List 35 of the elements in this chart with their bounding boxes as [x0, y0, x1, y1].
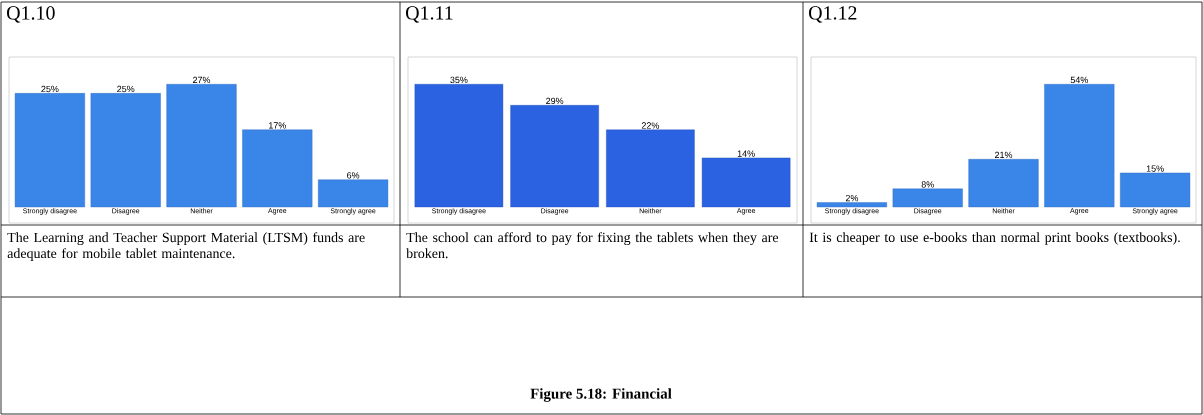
text: The Learning and Teacher Support Material (LTSM) funds are adequate for mobile tablet maintenance.: [7, 232, 365, 261]
chart-title: Q1.10: [7, 6, 55, 23]
bar: [318, 179, 389, 208]
bar: [1044, 84, 1115, 208]
data-label: 22%: [641, 122, 660, 129]
data-label: 25%: [41, 85, 59, 93]
bar: [1120, 172, 1191, 208]
chart-title: Q1.12: [809, 6, 857, 23]
data-label: 29%: [546, 97, 564, 105]
data-label: 14%: [737, 150, 755, 157]
data-label: 15%: [1146, 165, 1164, 172]
data-label: 21%: [995, 151, 1013, 159]
bar: [166, 84, 237, 208]
data-label: 35%: [450, 76, 468, 84]
caption: Figure 5.18: Financial: [530, 388, 672, 402]
bar: [701, 157, 791, 208]
data-label: 25%: [117, 85, 135, 93]
bar: [90, 93, 161, 208]
bar: [414, 84, 504, 208]
bar: [892, 188, 963, 208]
bar: [14, 93, 85, 208]
bar: [816, 202, 887, 208]
text: The school can afford to pay for fixing the tablets when they are broken.: [406, 232, 779, 259]
data-label: 17%: [269, 122, 286, 129]
chart-title: Q1.11: [406, 6, 453, 23]
text: It is cheaper to use e-books than normal print books (textbooks).: [809, 232, 1180, 245]
bar: [606, 129, 695, 208]
data-label: 8%: [921, 181, 934, 188]
bar: [510, 105, 599, 208]
bar: [968, 159, 1039, 208]
bar: [242, 129, 313, 208]
data-label: 27%: [192, 76, 211, 84]
data-label: 6%: [347, 172, 360, 179]
data-label: 54%: [1070, 76, 1088, 84]
data-label: 2%: [845, 194, 859, 202]
